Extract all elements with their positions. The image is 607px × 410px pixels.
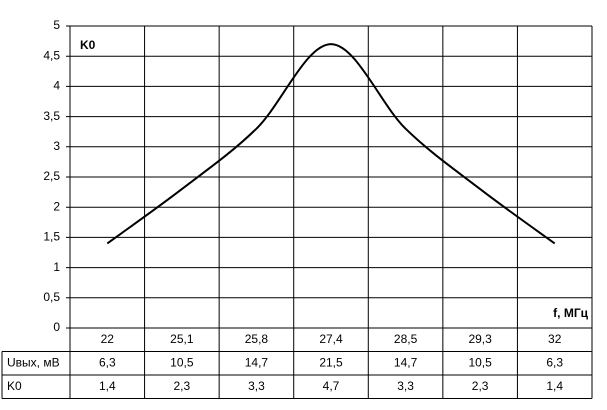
row-label: Uвых, мВ [7, 355, 60, 369]
table-value: 3,3 [397, 379, 414, 393]
y-tick-label: 4 [53, 79, 60, 93]
y-tick-label: 1 [53, 260, 60, 274]
table-value: 2,3 [174, 379, 191, 393]
table-value: 10,5 [170, 355, 194, 369]
table-value: 1,4 [99, 379, 116, 393]
x-tick-label: 27,4 [319, 332, 343, 346]
table-value: 6,3 [99, 355, 116, 369]
table-value: 2,3 [472, 379, 489, 393]
table-value: 14,7 [394, 355, 418, 369]
table-value: 3,3 [248, 379, 265, 393]
data-line [106, 43, 556, 245]
y-tick-label: 1,5 [43, 230, 60, 244]
table-value: 21,5 [319, 355, 343, 369]
y-tick-label: 3 [53, 139, 60, 153]
x-axis-label: f, МГц [553, 306, 588, 320]
x-tick-label: 32 [548, 332, 562, 346]
table-value: 6,3 [546, 355, 563, 369]
y-tick-label: 2 [53, 199, 60, 213]
table-value: 4,7 [323, 379, 340, 393]
x-tick-label: 22 [101, 332, 115, 346]
x-tick-label: 28,5 [394, 332, 418, 346]
y-tick-label: 2,5 [43, 169, 60, 183]
y-tick-label: 5 [53, 18, 60, 32]
table-value: 10,5 [468, 355, 492, 369]
y-tick-label: 0 [53, 320, 60, 334]
x-tick-label: 25,8 [245, 332, 269, 346]
x-tick-label: 29,3 [468, 332, 492, 346]
row-label: K0 [7, 379, 22, 393]
y-tick-label: 0,5 [43, 290, 60, 304]
y-tick-label: 3,5 [43, 109, 60, 123]
table-value: 1,4 [546, 379, 563, 393]
y-tick-label: 4,5 [43, 48, 60, 62]
y-axis-label: K0 [80, 38, 96, 52]
table-value: 14,7 [245, 355, 269, 369]
x-tick-label: 25,1 [170, 332, 194, 346]
